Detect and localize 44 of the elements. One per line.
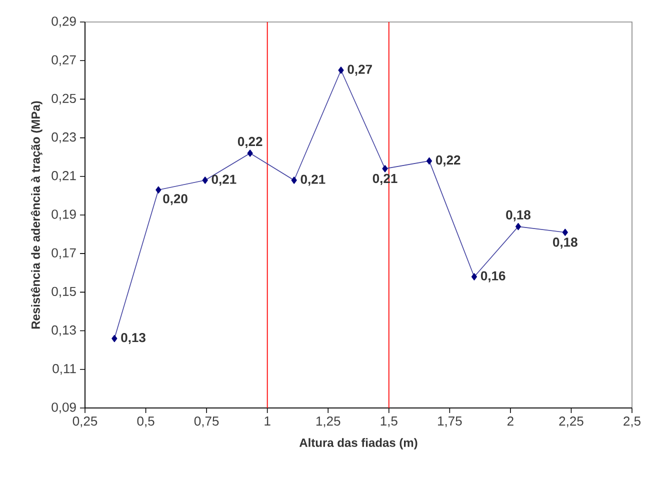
y-tick-label: 0,23 bbox=[52, 132, 76, 144]
x-tick-label: 2 bbox=[507, 416, 514, 426]
x-tick-label: 2,5 bbox=[624, 416, 640, 428]
x-tick-label: 2,25 bbox=[559, 416, 584, 428]
y-tick-label: 0,29 bbox=[52, 16, 76, 28]
data-label: 0,18 bbox=[553, 238, 578, 249]
data-label: 0,18 bbox=[506, 210, 530, 222]
y-tick-label: 0,21 bbox=[52, 171, 76, 182]
data-label: 0,21 bbox=[300, 174, 326, 186]
y-tick-label: 0,15 bbox=[52, 286, 76, 298]
data-label: 0,16 bbox=[480, 271, 506, 282]
data-label: 0,20 bbox=[163, 194, 188, 206]
y-tick-label: 0,09 bbox=[52, 402, 76, 414]
x-tick-label: 1,5 bbox=[380, 416, 398, 428]
x-tick-label: 1 bbox=[264, 416, 270, 426]
y-tick-label: 0,19 bbox=[52, 210, 76, 220]
point bbox=[471, 273, 478, 280]
point bbox=[156, 186, 162, 194]
x-tick-label: 1,25 bbox=[316, 416, 340, 428]
point bbox=[112, 334, 118, 342]
point bbox=[291, 176, 297, 184]
x-tick-label: 0,5 bbox=[137, 416, 154, 428]
x-tick-label: 0,75 bbox=[194, 416, 219, 428]
point bbox=[515, 222, 522, 230]
y-axis-title: Resistência de aderência à tração (MPa) bbox=[30, 101, 42, 329]
y-tick-label: 0,27 bbox=[52, 55, 76, 66]
x-tick-label: 1,75 bbox=[438, 416, 462, 428]
point bbox=[426, 157, 432, 165]
y-tick-label: 0,17 bbox=[52, 248, 76, 259]
point bbox=[562, 228, 568, 236]
point bbox=[382, 165, 388, 172]
point bbox=[202, 176, 208, 184]
x-axis-title: Altura das fiadas (m) bbox=[299, 438, 418, 450]
point bbox=[338, 66, 344, 74]
y-tick-label: 0,25 bbox=[52, 94, 76, 105]
data-label: 0,22 bbox=[238, 136, 262, 148]
data-label: 0,13 bbox=[121, 332, 146, 344]
y-tick-label: 0,11 bbox=[52, 364, 76, 375]
x-tick-label: 0,25 bbox=[72, 416, 98, 428]
y-tick-label: 0,13 bbox=[52, 325, 76, 336]
data-label: 0,22 bbox=[436, 155, 460, 166]
data-label: 0,21 bbox=[212, 174, 236, 186]
data-label: 0,27 bbox=[348, 64, 372, 76]
point bbox=[247, 150, 253, 157]
